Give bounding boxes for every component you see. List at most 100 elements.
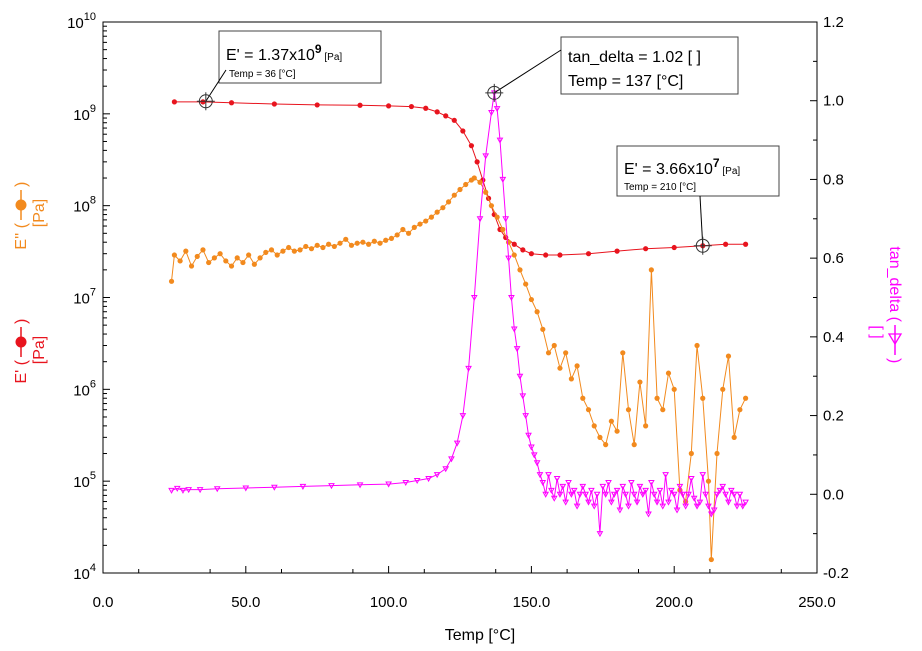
point-ep bbox=[468, 143, 475, 149]
point-epp bbox=[371, 238, 377, 244]
y-left-label-eprime-unit: [Pa] bbox=[31, 336, 48, 364]
point-tan-delta bbox=[636, 483, 644, 490]
point-tan-delta bbox=[519, 393, 527, 400]
point-tan-delta bbox=[690, 495, 698, 502]
point-tan-delta bbox=[699, 472, 707, 479]
y-left-tick-exp: 5 bbox=[90, 470, 96, 482]
y-left-label-eprime: E' () [Pa] bbox=[13, 319, 48, 384]
point-epp bbox=[457, 186, 463, 193]
y-right-tick-label: 0.0 bbox=[823, 486, 844, 503]
point-tan-delta bbox=[665, 499, 672, 506]
point-tan-delta bbox=[425, 476, 432, 483]
point-epp bbox=[705, 478, 712, 484]
point-tan-delta bbox=[328, 483, 335, 490]
point-tan-delta bbox=[499, 176, 507, 183]
point-epp bbox=[631, 442, 637, 448]
y-right-label-tandelta-marker-triangle bbox=[887, 333, 903, 346]
point-epp bbox=[688, 450, 694, 457]
point-epp bbox=[603, 442, 609, 448]
y-left-tick-base: 10 bbox=[73, 107, 90, 124]
point-tan-delta bbox=[685, 491, 692, 498]
point-ep bbox=[543, 252, 549, 258]
point-epp bbox=[314, 242, 320, 248]
point-tan-delta bbox=[722, 491, 729, 498]
point-epp bbox=[394, 232, 400, 238]
annotation-3-temp: Temp = 210 [°C] bbox=[624, 182, 696, 193]
point-tan-delta bbox=[639, 491, 647, 498]
y-right-tick-label: 0.6 bbox=[823, 250, 844, 267]
point-epp bbox=[366, 241, 372, 247]
series-layer bbox=[168, 90, 749, 563]
point-epp bbox=[228, 263, 235, 269]
point-tan-delta bbox=[442, 466, 450, 473]
point-epp bbox=[417, 221, 423, 227]
point-epp bbox=[200, 247, 206, 253]
point-tan-delta bbox=[476, 216, 484, 223]
point-tan-delta bbox=[568, 491, 575, 498]
point-tan-delta bbox=[556, 491, 564, 498]
point-ep bbox=[743, 241, 749, 247]
annotation-3-prefix: E' = 3.66x10 bbox=[624, 161, 713, 178]
y-right-label-tandelta-unit: [ ] bbox=[868, 325, 885, 338]
annotations: E' = 1.37x109 [Pa] Temp = 36 [°C] tan_delt… bbox=[196, 30, 780, 255]
point-tan-delta bbox=[459, 413, 467, 420]
point-epp bbox=[206, 259, 212, 266]
point-epp bbox=[694, 342, 700, 349]
x-axis-label: Temp [°C] bbox=[445, 627, 515, 644]
annotation-leader-1 bbox=[205, 69, 227, 102]
annotation-2-line1: tan_delta = 1.02 [ ] bbox=[568, 49, 701, 66]
point-tan-delta bbox=[716, 487, 724, 494]
y-left-tick-exp: 7 bbox=[90, 287, 96, 299]
point-epp bbox=[654, 395, 660, 401]
point-tan-delta bbox=[582, 491, 590, 498]
point-tan-delta bbox=[385, 481, 392, 488]
point-tan-delta bbox=[605, 479, 612, 487]
y-left-tick-exp: 8 bbox=[90, 195, 96, 207]
point-ep bbox=[585, 251, 592, 257]
point-ep bbox=[434, 109, 440, 115]
point-epp bbox=[563, 350, 569, 356]
point-tan-delta bbox=[693, 503, 701, 510]
point-tan-delta bbox=[585, 499, 592, 506]
y-left-tick-exp: 6 bbox=[90, 378, 96, 390]
point-epp bbox=[660, 407, 666, 413]
point-tan-delta bbox=[625, 503, 632, 510]
point-epp bbox=[597, 434, 603, 440]
point-ep bbox=[228, 100, 235, 106]
point-tan-delta bbox=[299, 483, 307, 490]
point-epp bbox=[280, 248, 286, 254]
y-left-label-eprime-marker-circle bbox=[15, 336, 27, 348]
point-tan-delta bbox=[648, 479, 655, 487]
point-tan-delta bbox=[599, 483, 607, 490]
point-epp bbox=[725, 353, 732, 359]
point-epp bbox=[665, 370, 672, 376]
point-tan-delta bbox=[173, 485, 181, 492]
point-tan-delta bbox=[676, 483, 684, 490]
x-tick-label: 50.0 bbox=[231, 594, 260, 611]
point-epp bbox=[648, 267, 654, 273]
point-tan-delta bbox=[465, 365, 472, 372]
point-epp bbox=[671, 386, 677, 392]
point-epp bbox=[348, 242, 355, 248]
point-tan-delta bbox=[593, 491, 601, 498]
point-tan-delta bbox=[645, 511, 652, 518]
point-epp bbox=[428, 214, 435, 220]
point-tan-delta bbox=[528, 444, 535, 451]
point-tan-delta bbox=[525, 432, 532, 439]
point-tan-delta bbox=[707, 511, 715, 518]
point-ep bbox=[528, 251, 535, 257]
point-epp bbox=[568, 376, 574, 382]
point-tan-delta bbox=[679, 491, 687, 498]
point-epp bbox=[643, 423, 649, 429]
point-tan-delta bbox=[588, 487, 595, 494]
point-epp bbox=[445, 199, 452, 205]
point-epp bbox=[737, 407, 743, 413]
y-left-label-edoubleprime-unit: [Pa] bbox=[31, 199, 48, 227]
point-tan-delta bbox=[553, 476, 561, 483]
annotation-box-3 bbox=[616, 145, 780, 197]
point-ep bbox=[723, 241, 729, 247]
point-epp bbox=[343, 236, 349, 242]
point-epp bbox=[383, 237, 389, 243]
y-left-tick-base: 10 bbox=[73, 291, 90, 308]
series-line-epp bbox=[171, 177, 747, 560]
